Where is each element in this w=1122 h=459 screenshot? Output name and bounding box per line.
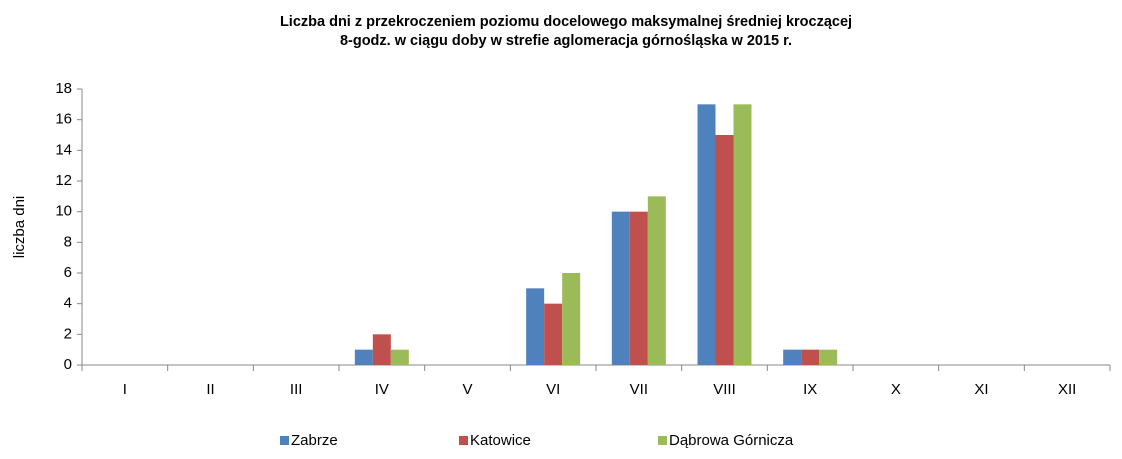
y-tick-label: 4 [64, 295, 72, 312]
legend-swatch [280, 436, 289, 445]
bar [715, 135, 734, 365]
x-tick-label: V [462, 381, 472, 398]
legend-label: Katowice [470, 432, 531, 449]
y-tick-label: 18 [55, 80, 72, 97]
x-tick-label: XI [974, 381, 988, 398]
y-tick-label: 8 [64, 233, 72, 250]
bar [354, 349, 373, 365]
x-tick-label: VIII [713, 381, 736, 398]
x-tick-label: X [891, 381, 901, 398]
legend-swatch [459, 436, 468, 445]
x-tick-label: II [206, 381, 214, 398]
legend-label: Dąbrowa Górnicza [669, 432, 794, 449]
bar [733, 104, 752, 365]
y-tick-label: 12 [55, 172, 72, 189]
x-tick-label: I [123, 381, 127, 398]
bar [819, 349, 838, 365]
bar [647, 196, 666, 365]
bar [544, 303, 563, 365]
x-tick-label: IX [803, 381, 817, 398]
bar [611, 211, 630, 365]
y-tick-label: 0 [64, 356, 72, 373]
y-tick-label: 10 [55, 203, 72, 220]
x-tick-label: XII [1058, 381, 1076, 398]
chart-title: Liczba dni z przekroczeniem poziomu doce… [280, 14, 852, 30]
x-tick-label: VI [546, 381, 560, 398]
bar [562, 273, 581, 365]
y-tick-label: 16 [55, 111, 72, 128]
x-tick-label: VII [630, 381, 648, 398]
x-tick-label: III [290, 381, 303, 398]
bar [697, 104, 716, 365]
y-tick-label: 6 [64, 264, 72, 281]
y-tick-label: 14 [55, 141, 72, 158]
bar [629, 211, 648, 365]
legend-swatch [658, 436, 667, 445]
x-tick-label: IV [375, 381, 389, 398]
bar [390, 349, 409, 365]
chart-title: 8-godz. w ciągu doby w strefie aglomerac… [340, 33, 792, 49]
y-tick-label: 2 [64, 325, 72, 342]
y-axis-label: liczba dni [11, 196, 28, 259]
bar [783, 349, 802, 365]
bar [526, 288, 545, 365]
bar [372, 334, 391, 365]
legend-label: Zabrze [291, 432, 338, 449]
bar [801, 349, 820, 365]
